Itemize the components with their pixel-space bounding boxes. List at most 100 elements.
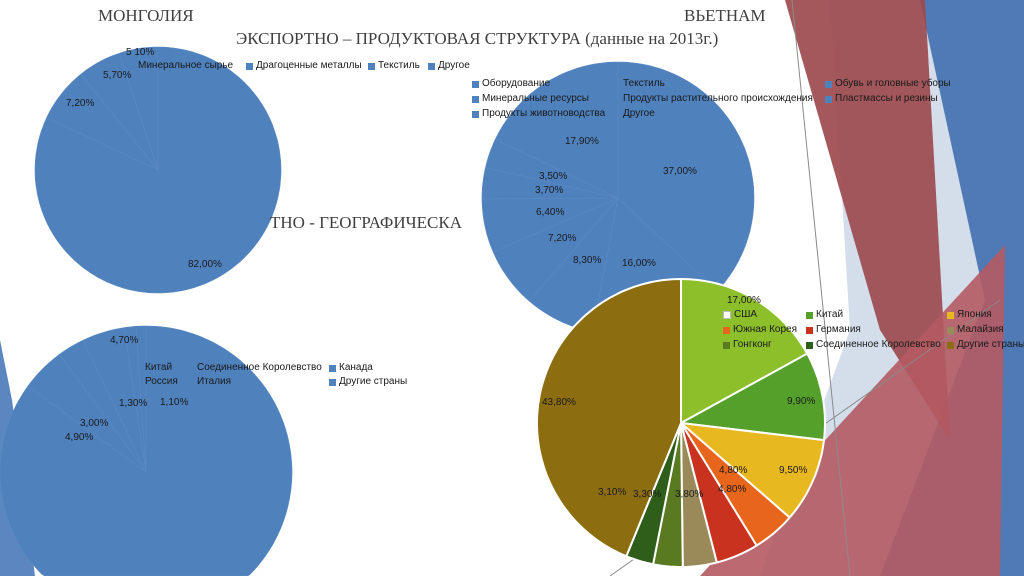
data-label: 3,30% [633,489,662,500]
pie-slice [135,325,147,473]
legend-item: Южная Корея [723,324,797,336]
legend-item: Япония [947,309,992,321]
pie-slice [46,73,159,171]
title-vietnam: ВЬЕТНАМ [684,6,766,25]
legend-swatch [947,341,954,349]
pie-vietnam-geo [536,278,826,568]
pie-mongolia-geo [0,325,293,576]
legend-label: Драгоценные металлы [256,60,362,71]
legend-item: Оборудование [472,78,550,90]
legend-label: США [734,309,758,320]
legend-swatch [472,80,479,88]
data-label: 5 10% [126,47,155,58]
data-label: 7,20% [66,98,95,109]
legend-swatch [723,341,730,349]
legend-item: Китай [145,362,172,374]
legend-label: Текстиль [623,78,665,89]
data-label: 1,10% [160,397,189,408]
pie-slice [536,278,682,558]
legend-swatch [472,110,479,118]
legend-swatch [806,341,813,349]
legend-item: США [723,309,757,321]
legend-swatch [246,62,253,70]
legend-label: Продукты растительного происхождения [623,93,813,104]
pie-slice [119,46,159,171]
legend-item: Гонгконг [723,339,772,351]
pie-slice [680,422,791,547]
legend-label: Россия [145,376,178,387]
legend-item: Италия [197,376,231,388]
legend-label: Текстиль [378,60,420,71]
legend-item: Минеральные ресурсы [472,93,589,105]
legend-label: Продукты животноводства [482,108,606,119]
legend-item: Канада [329,362,373,374]
legend-label: Обувь и головные уборы [835,78,951,89]
data-label: 16,00% [622,258,656,269]
legend-label: Южная Корея [733,324,797,335]
pie-slice [80,52,159,171]
title-mongolia: МОНГОЛИЯ [98,6,194,25]
legend-item: Минеральное сырье [138,60,233,72]
legend-item: Малайзия [947,324,1004,336]
data-label: 37,00% [663,166,697,177]
legend-label: Китай [816,309,844,320]
data-label: 9,50% [779,465,808,476]
data-label: 8,30% [573,255,602,266]
decor-dark-red [785,0,950,440]
decor-line [791,0,851,576]
data-label: 4,80% [718,484,747,495]
legend-item: Другие страны [947,339,1024,351]
title-product-structure: ЭКСПОРТНО – ПРОДУКТОВАЯ СТРУКТУРА (данны… [236,29,719,48]
title-geo-structure: ТНО - ГЕОГРАФИЧЕСКА [270,213,462,232]
legend-swatch [368,62,375,70]
legend-swatch [806,326,813,334]
legend-item: Продукты растительного происхождения [623,93,813,105]
legend-label: Соединенное Королевство [816,339,941,350]
legend-swatch [947,326,954,334]
data-label: 6,40% [536,207,565,218]
pie-slice [680,422,825,519]
data-label: 3,00% [80,418,109,429]
legend-swatch [825,95,832,103]
legend-swatch [825,80,832,88]
data-label: 3,80% [675,489,704,500]
legend-item: Соединенное Королевство [197,362,322,374]
legend-item: Текстиль [623,78,665,90]
data-label: 9,90% [787,396,816,407]
data-label: 4,90% [65,432,94,443]
data-label: 4,80% [719,465,748,476]
pie-slice [59,339,147,473]
pie-slice [481,197,619,253]
pie-slice [27,354,147,473]
data-label: 7,20% [548,233,577,244]
pie-slice [485,139,619,199]
legend-item: Китай [806,309,843,321]
legend-label: Малайзия [957,324,1004,335]
data-label: 3,10% [598,487,627,498]
data-label: 82,00% [188,259,222,270]
pie-slice [492,197,619,302]
legend-item: Драгоценные металлы [246,60,362,72]
data-label: 3,70% [535,185,564,196]
legend-label: Пластмассы и резины [835,93,938,104]
legend-item: Продукты животноводства [472,108,605,120]
legend-label: Гонгконг [733,339,772,350]
legend-label: Италия [197,376,232,387]
pie-slice [82,327,147,473]
legend-label: Минеральные ресурсы [482,93,589,104]
legend-item: Обувь и головные уборы [825,78,951,90]
legend-item: Текстиль [368,60,420,72]
legend-label: Китай [145,362,173,373]
legend-item: Соединенное Королевство [806,339,941,351]
pie-slice [680,422,758,564]
legend-swatch [723,311,731,319]
legend-label: Другие страны [957,339,1024,350]
legend-item: Россия [145,376,178,388]
legend-item: Другое [428,60,470,72]
legend-swatch [947,311,954,319]
pie-slice [680,278,809,424]
pie-slice [680,352,826,442]
legend-item: Другое [623,108,655,120]
legend-swatch [329,378,336,386]
